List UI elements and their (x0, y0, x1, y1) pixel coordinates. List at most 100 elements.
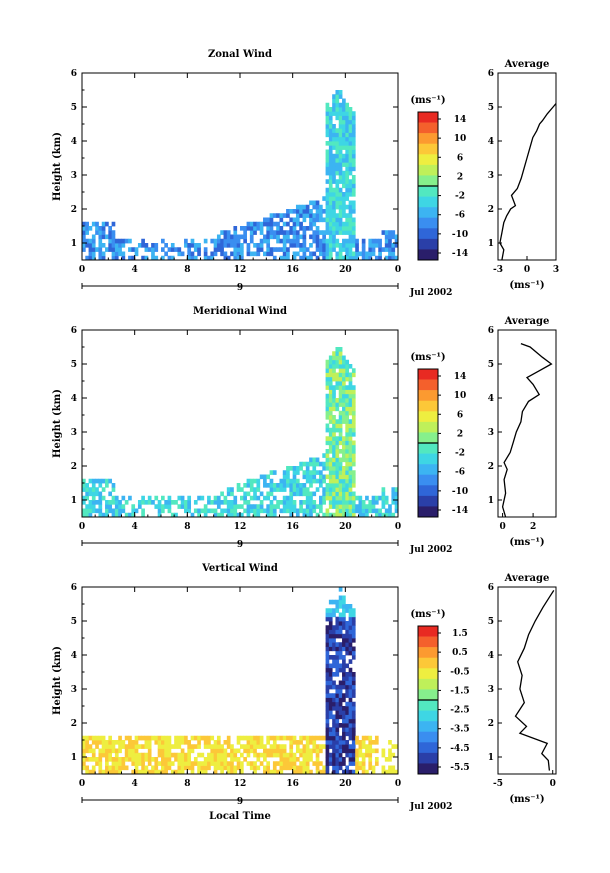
x-tick-label: 0 (395, 779, 401, 789)
heatmap-cell (207, 500, 211, 505)
heatmap-cell (302, 500, 307, 505)
heatmap-cell (309, 470, 313, 475)
heatmap-cell (335, 419, 340, 424)
heatmap-cell (335, 748, 340, 754)
heatmap-cell (335, 689, 340, 694)
heatmap-cell (98, 504, 103, 509)
heatmap-cell (391, 230, 396, 235)
heatmap-cell (368, 508, 373, 514)
heatmap-cell (276, 748, 280, 754)
heatmap-cell (325, 655, 330, 660)
y-tick-label: 3 (71, 685, 77, 695)
heatmap-cell (345, 512, 350, 518)
heatmap-cell (279, 487, 284, 492)
heatmap-cell (174, 757, 178, 762)
heatmap-cell (315, 234, 320, 240)
heatmap-cell (381, 487, 386, 492)
heatmap-cell (335, 761, 340, 766)
heatmap-cell (305, 470, 310, 475)
heatmap-cell (342, 385, 346, 390)
heatmap-cell (263, 474, 267, 480)
heatmap-cell (253, 243, 257, 248)
heatmap-cell (328, 247, 333, 252)
heatmap-cell (338, 187, 343, 193)
heatmap-cell (335, 381, 340, 386)
heatmap-cell (342, 398, 346, 403)
heatmap-cell (259, 508, 264, 514)
heatmap-cell (388, 234, 392, 240)
heatmap-cell (85, 769, 89, 775)
heatmap-cell (351, 680, 356, 686)
heatmap-cell (226, 512, 231, 518)
heatmap-cell (351, 723, 356, 728)
heatmap-cell (351, 689, 356, 694)
heatmap-cell (82, 221, 86, 227)
heatmap-cell (187, 251, 192, 257)
heatmap-cell (223, 255, 228, 261)
heatmap-cell (335, 512, 340, 518)
heatmap-cell (338, 204, 343, 210)
heatmap-cell (345, 183, 350, 189)
heatmap-cell (213, 508, 218, 514)
heatmap-cell (358, 508, 363, 514)
heatmap-cell (328, 149, 333, 155)
heatmap-cell (276, 247, 280, 252)
heatmap-cell (345, 604, 350, 609)
heatmap-cell (91, 487, 96, 492)
heatmap-cell (266, 234, 271, 240)
x-tick-label: 0 (79, 779, 85, 789)
heatmap-cell (177, 251, 182, 257)
heatmap-cell (82, 761, 86, 766)
heatmap-cell (305, 487, 310, 492)
x-tick-label: 16 (286, 522, 299, 532)
heatmap-cell (394, 491, 399, 497)
heatmap-cell (167, 247, 172, 252)
heatmap-cell (335, 372, 340, 378)
heatmap-cell (124, 752, 129, 758)
heatmap-cell (272, 483, 277, 488)
heatmap-cell (286, 761, 290, 766)
heatmap-cell (98, 255, 103, 261)
heatmap-cell (91, 765, 96, 771)
heatmap-cell (276, 504, 280, 509)
heatmap-cell (325, 735, 330, 741)
heatmap-cell (394, 744, 399, 749)
heatmap-cell (332, 440, 336, 446)
heatmap-cell (338, 491, 343, 497)
heatmap-cell (151, 735, 155, 741)
heatmap-cell (351, 625, 356, 630)
heatmap-cell (328, 107, 333, 112)
heatmap-cell (348, 608, 353, 613)
heatmap-cell (249, 238, 254, 244)
heatmap-cell (322, 478, 326, 484)
heatmap-cell (319, 474, 323, 480)
colorbar-swatch (418, 636, 438, 648)
heatmap-cell (157, 740, 162, 745)
heatmap-cell (282, 247, 287, 252)
heatmap-cell (82, 765, 86, 771)
heatmap-cell (233, 251, 238, 257)
heatmap-cell (154, 761, 159, 766)
heatmap-cell (91, 221, 96, 227)
heatmap-cell (256, 221, 261, 227)
heatmap-cell (210, 744, 215, 749)
heatmap-cell (348, 376, 353, 382)
heatmap-cell (368, 748, 373, 754)
heatmap-cell (328, 625, 333, 630)
heatmap-cell (118, 757, 122, 762)
heatmap-cell (240, 243, 244, 248)
colorbar-swatch (418, 249, 438, 261)
heatmap-cell (325, 230, 330, 235)
heatmap-cell (253, 769, 257, 775)
heatmap-cell (98, 740, 103, 745)
heatmap-cell (342, 667, 346, 673)
heatmap-cell (348, 153, 353, 159)
heatmap-cell (105, 478, 109, 484)
heatmap-cell (342, 158, 346, 163)
heatmap-cell (325, 115, 330, 121)
heatmap-cell (325, 359, 330, 365)
heatmap-cell (345, 491, 350, 497)
heatmap-cell (332, 512, 336, 518)
heatmap-cell (328, 251, 333, 257)
heatmap-cell (342, 491, 346, 497)
